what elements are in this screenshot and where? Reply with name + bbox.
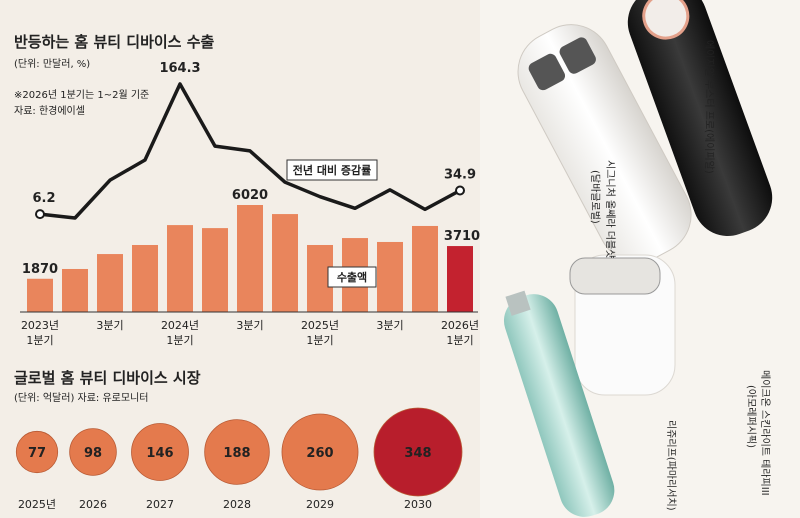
legend-label: 수출액 — [337, 270, 367, 284]
bubble-label: 348 — [404, 446, 431, 461]
product-illustrations — [503, 0, 773, 517]
x-tick-label: 1분기 — [446, 334, 473, 347]
bar — [412, 225, 438, 312]
product-label: 에이지알 부스터 프로(에이피알) — [703, 40, 715, 174]
bubble-label: 98 — [84, 446, 102, 461]
x-tick-label: 1분기 — [166, 334, 193, 347]
bar — [27, 278, 53, 312]
x-tick-label: 3분기 — [376, 319, 403, 332]
x-tick-label: 2023년 — [21, 319, 59, 332]
bubble — [131, 423, 189, 481]
bar-label: 6020 — [232, 188, 268, 203]
line-label: 34.9 — [444, 168, 476, 183]
bubble — [281, 413, 359, 491]
subtitle: (단위: 억달러) 자료: 유로모니터 — [14, 391, 148, 404]
chart-title: 반등하는 홈 뷰티 디바이스 수출 — [14, 33, 214, 51]
x-tick-label: 2024년 — [161, 319, 199, 332]
x-tick-label: 2026 — [79, 498, 107, 511]
legend-label: 전년 대비 증감률 — [293, 163, 372, 177]
x-tick-label: 2030 — [404, 498, 432, 511]
x-tick-label: 2026년 — [441, 319, 479, 332]
x-tick-label: 3분기 — [236, 319, 263, 332]
bar — [202, 228, 228, 312]
x-tick-label: 2025년 — [301, 319, 339, 332]
line-point — [455, 185, 465, 196]
subtitle: (단위: 만달러, %) — [14, 57, 90, 70]
product-label: 메이크온 스킨라이트 테라피III — [759, 370, 771, 496]
bar-label: 3710 — [444, 229, 480, 244]
line-point — [35, 209, 45, 220]
note: ※2026년 1분기는 1~2월 기준 — [14, 89, 149, 101]
note: 자료: 한경에이셀 — [14, 104, 85, 117]
bar — [237, 205, 263, 312]
x-tick-label: 1분기 — [26, 334, 53, 347]
x-tick-label: 2029 — [306, 498, 334, 511]
bar-label: 1870 — [22, 262, 58, 277]
x-tick-label: 2025년 — [18, 498, 56, 511]
product-label: (아모레퍼시픽) — [745, 385, 757, 448]
bar — [62, 268, 88, 312]
chart-title: 글로벌 홈 뷰티 디바이스 시장 — [14, 369, 201, 387]
x-tick-label: 2027 — [146, 498, 174, 511]
x-tick-label: 2028 — [223, 498, 251, 511]
bubble — [15, 430, 59, 474]
bar — [167, 225, 193, 312]
bubble — [204, 419, 270, 485]
line-label: 6.2 — [32, 191, 55, 206]
bubble-label: 260 — [306, 446, 333, 461]
legend-box — [327, 266, 377, 288]
bar — [132, 244, 158, 312]
x-tick-label: 3분기 — [96, 319, 123, 332]
bubble-label: 77 — [28, 446, 46, 461]
bubble — [69, 428, 117, 476]
line-label: 164.3 — [159, 61, 200, 76]
product-label: (달바글로벌) — [589, 170, 601, 224]
bar — [272, 214, 298, 312]
bar — [377, 241, 403, 312]
line — [39, 82, 461, 220]
bubble-label: 188 — [223, 446, 250, 461]
bar — [97, 254, 123, 312]
bar — [447, 246, 473, 312]
bubble-label: 146 — [146, 446, 173, 461]
bubble — [373, 407, 463, 497]
product-label: 리쥬리프(파마리서치) — [665, 420, 677, 511]
product-label: 시그니처 올쎄라 더블샷 — [604, 160, 616, 258]
legend-box — [286, 159, 378, 181]
x-tick-label: 1분기 — [306, 334, 333, 347]
